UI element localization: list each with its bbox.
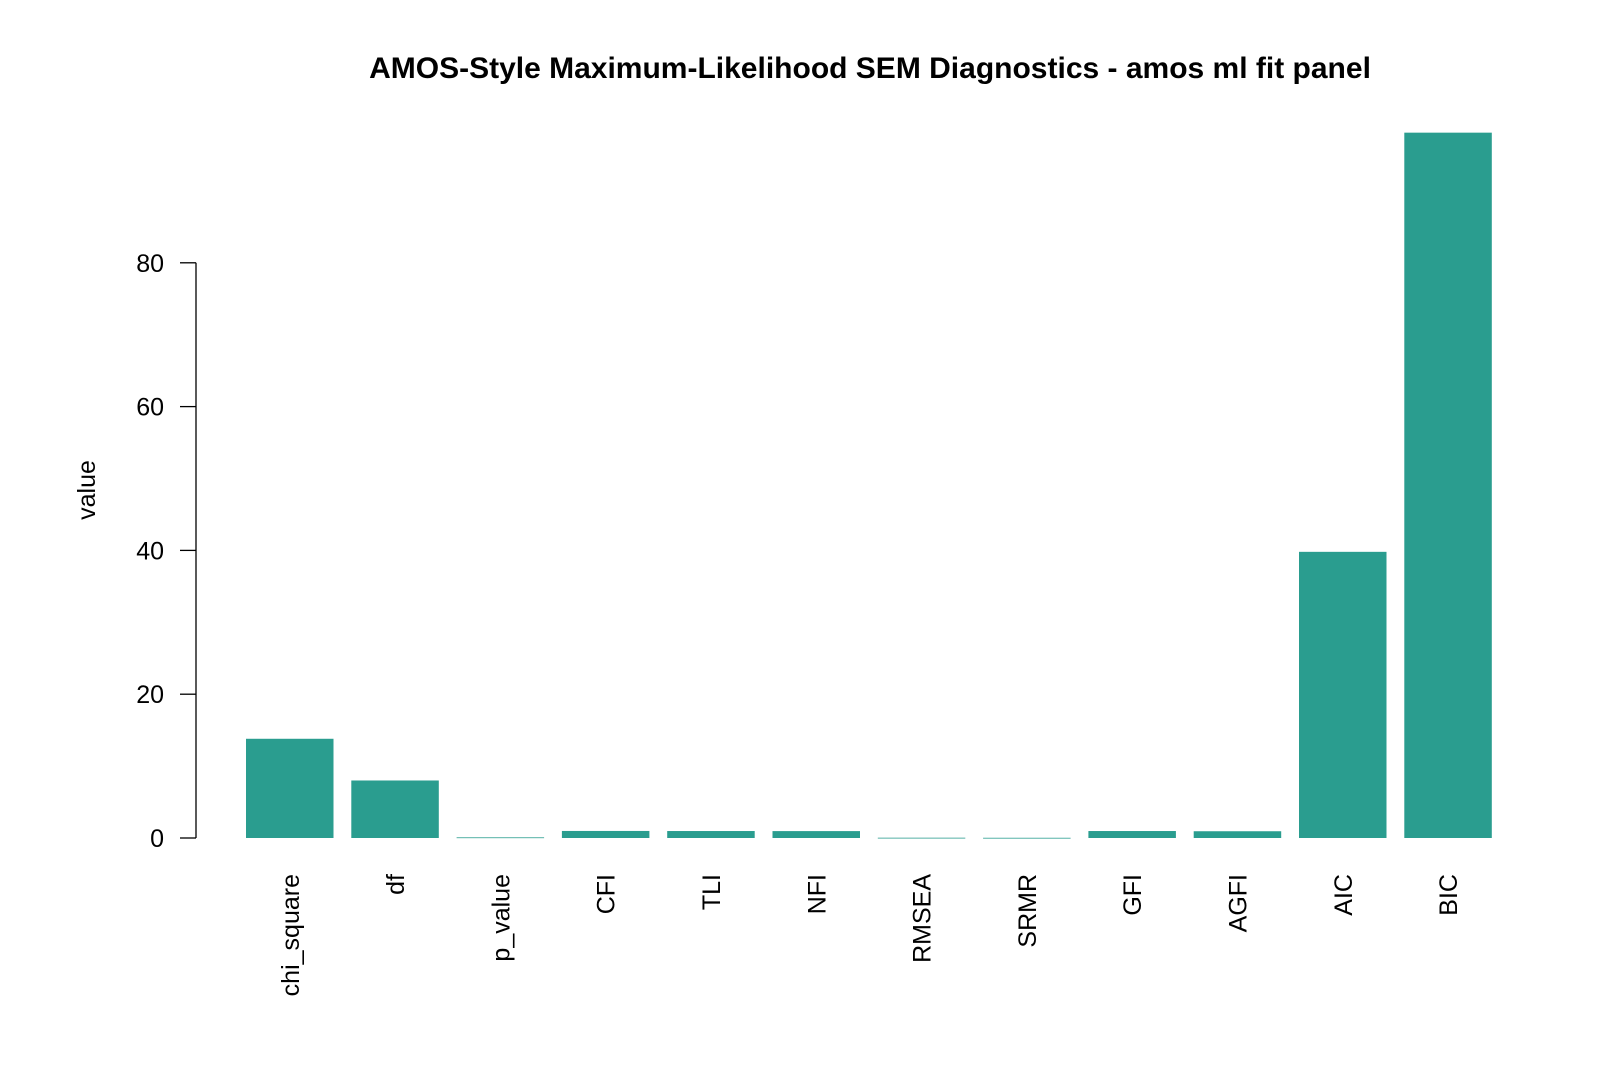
bar-rmsea (877, 837, 966, 839)
y-axis: 0 20 40 60 80 (136, 250, 197, 853)
bar-gfi (1088, 831, 1176, 838)
bar-srmr (983, 837, 1071, 839)
bar-chi-square (246, 738, 334, 838)
x-tick-label: RMSEA (909, 874, 937, 963)
y-tick-label: 20 (136, 681, 164, 709)
x-tick-label: GFI (1119, 874, 1147, 916)
x-tick-label: p_value (487, 874, 515, 962)
bar-cfi (561, 830, 650, 838)
bars (246, 132, 1492, 839)
y-tick-label: 60 (136, 394, 164, 422)
bar-tli (667, 831, 755, 838)
bar-bic (1404, 132, 1492, 838)
bar-aic (1299, 551, 1387, 838)
bar-nfi (772, 831, 860, 838)
x-tick-label: BIC (1435, 874, 1463, 916)
x-tick-label: CFI (593, 874, 621, 914)
x-tick-label: TLI (698, 874, 726, 910)
x-tick-label: df (382, 874, 410, 895)
bar-agfi (1193, 831, 1282, 838)
y-tick-label: 0 (150, 825, 164, 853)
y-axis-label: value (73, 460, 101, 520)
chart-title: AMOS-Style Maximum-Likelihood SEM Diagno… (369, 52, 1371, 85)
x-tick-label: AGFI (1224, 874, 1252, 932)
x-axis-labels: chi_square df p_value CFI TLI NFI RMSEA SRMR GFI… (277, 874, 1463, 997)
bar-df (351, 780, 439, 838)
bar-p-value (456, 837, 545, 839)
x-tick-label: AIC (1330, 874, 1358, 916)
x-tick-label: chi_square (277, 874, 305, 996)
x-tick-label: SRMR (1014, 874, 1042, 948)
y-tick-label: 80 (136, 250, 164, 278)
x-tick-label: NFI (803, 874, 831, 914)
y-tick-label: 40 (136, 537, 164, 565)
